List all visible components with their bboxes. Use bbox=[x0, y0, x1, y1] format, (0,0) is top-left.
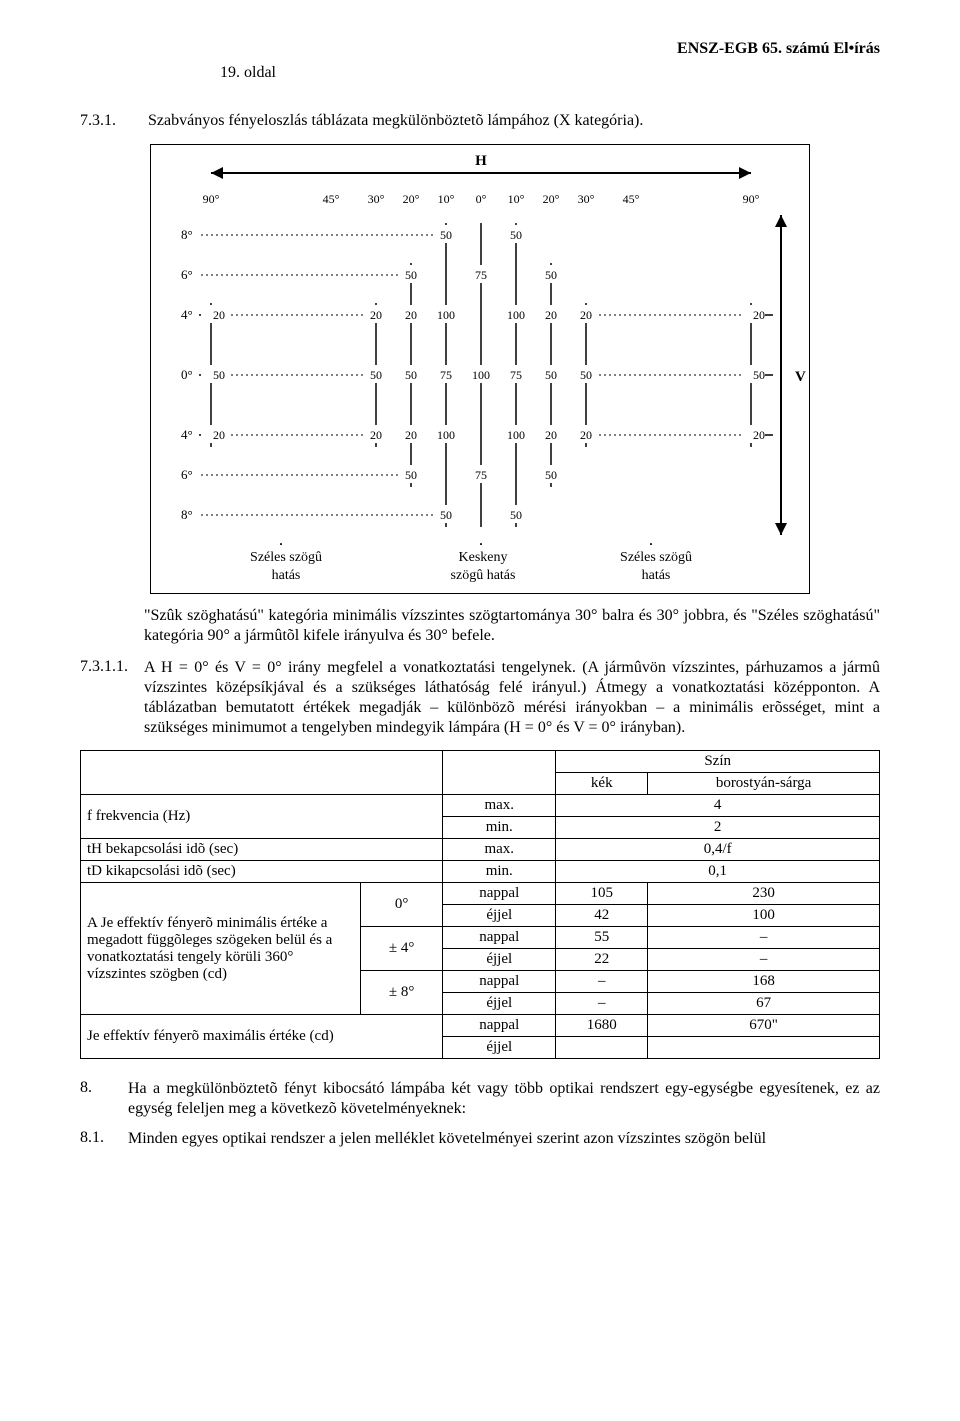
svg-text:8°: 8° bbox=[181, 227, 193, 242]
svg-text:45°: 45° bbox=[323, 192, 340, 206]
svg-text:20: 20 bbox=[580, 308, 592, 322]
svg-text:50: 50 bbox=[370, 368, 382, 382]
svg-text:100: 100 bbox=[507, 308, 525, 322]
svg-text:75: 75 bbox=[475, 468, 487, 482]
svg-text:20: 20 bbox=[213, 308, 225, 322]
svg-text:0°: 0° bbox=[181, 367, 193, 382]
svg-text:100: 100 bbox=[507, 428, 525, 442]
svg-text:0°: 0° bbox=[476, 192, 487, 206]
svg-text:hatás: hatás bbox=[642, 568, 671, 583]
svg-text:45°: 45° bbox=[623, 192, 640, 206]
page-number: 19. oldal bbox=[220, 64, 880, 82]
svg-text:20: 20 bbox=[753, 308, 765, 322]
paragraph-7-3-1-1: 7.3.1.1. A H = 0° és V = 0° irány megfel… bbox=[80, 658, 880, 738]
svg-text:20: 20 bbox=[405, 428, 417, 442]
item-8-num: 8. bbox=[80, 1079, 128, 1119]
col-color: Szín bbox=[556, 751, 880, 773]
svg-text:75: 75 bbox=[475, 268, 487, 282]
item-8-1: 8.1. Minden egyes optikai rendszer a jel… bbox=[80, 1129, 880, 1149]
paragraph-1: "Szûk szöghatású" kategória minimális ví… bbox=[144, 606, 880, 646]
item-8: 8. Ha a megkülönböztetõ fényt kibocsátó … bbox=[80, 1079, 880, 1119]
para2-text: A H = 0° és V = 0° irány megfelel a vona… bbox=[144, 658, 880, 738]
table-row: A Je effektív fényerõ minimális értéke a… bbox=[81, 883, 880, 905]
table-row: tD kikapcsolási idõ (sec) min. 0,1 bbox=[81, 861, 880, 883]
svg-text:75: 75 bbox=[510, 368, 522, 382]
svg-text:90°: 90° bbox=[203, 192, 220, 206]
svg-text:50: 50 bbox=[440, 228, 452, 242]
svg-text:90°: 90° bbox=[743, 192, 760, 206]
para2-number: 7.3.1.1. bbox=[80, 658, 144, 738]
svg-text:4°: 4° bbox=[181, 427, 193, 442]
svg-text:75: 75 bbox=[440, 368, 452, 382]
table-row: f frekvencia (Hz) max. 4 bbox=[81, 795, 880, 817]
svg-text:30°: 30° bbox=[368, 192, 385, 206]
section-number: 7.3.1. bbox=[80, 112, 144, 130]
svg-text:20: 20 bbox=[213, 428, 225, 442]
svg-text:50: 50 bbox=[440, 508, 452, 522]
h-label: H bbox=[475, 153, 487, 169]
svg-text:50: 50 bbox=[753, 368, 765, 382]
svg-text:50: 50 bbox=[545, 268, 557, 282]
svg-text:20: 20 bbox=[545, 428, 557, 442]
svg-text:20: 20 bbox=[580, 428, 592, 442]
svg-text:8°: 8° bbox=[181, 507, 193, 522]
svg-text:20: 20 bbox=[405, 308, 417, 322]
doc-title: ENSZ-EGB 65. számú El•írás bbox=[80, 40, 880, 58]
svg-text:20: 20 bbox=[545, 308, 557, 322]
svg-text:Széles szögû: Széles szögû bbox=[250, 550, 322, 565]
svg-text:20: 20 bbox=[370, 428, 382, 442]
table-row: Szín bbox=[81, 751, 880, 773]
svg-text:100: 100 bbox=[437, 428, 455, 442]
svg-text:6°: 6° bbox=[181, 467, 193, 482]
svg-text:50: 50 bbox=[405, 368, 417, 382]
table-row: Je effektív fényerõ maximális értéke (cd… bbox=[81, 1015, 880, 1037]
svg-text:20: 20 bbox=[370, 308, 382, 322]
svg-text:V: V bbox=[795, 369, 806, 385]
table-row: tH bekapcsolási idõ (sec) max. 0,4/f bbox=[81, 839, 880, 861]
svg-text:10°: 10° bbox=[438, 192, 455, 206]
svg-text:100: 100 bbox=[472, 368, 490, 382]
section-title-text: Szabványos fényeloszlás táblázata megkül… bbox=[148, 112, 878, 130]
svg-text:50: 50 bbox=[580, 368, 592, 382]
svg-text:szögû hatás: szögû hatás bbox=[451, 568, 516, 583]
section-heading: 7.3.1. Szabványos fényeloszlás táblázata… bbox=[80, 112, 880, 130]
svg-text:20°: 20° bbox=[403, 192, 420, 206]
svg-text:20°: 20° bbox=[543, 192, 560, 206]
svg-text:4°: 4° bbox=[181, 307, 193, 322]
col-amber: borostyán-sárga bbox=[648, 773, 880, 795]
svg-text:Széles szögû: Széles szögû bbox=[620, 550, 692, 565]
parameters-table: Szín kék borostyán-sárga f frekvencia (H… bbox=[80, 750, 880, 1059]
svg-text:50: 50 bbox=[510, 228, 522, 242]
figure-light-distribution: H 90° 45° 30° 20° 10° 0° 10° 20° 30° 45°… bbox=[150, 144, 810, 594]
item-8-1-text: Minden egyes optikai rendszer a jelen me… bbox=[128, 1129, 880, 1149]
svg-text:hatás: hatás bbox=[272, 568, 301, 583]
svg-text:20: 20 bbox=[753, 428, 765, 442]
svg-text:50: 50 bbox=[545, 368, 557, 382]
svg-text:30°: 30° bbox=[578, 192, 595, 206]
item-8-text: Ha a megkülönböztetõ fényt kibocsátó lám… bbox=[128, 1079, 880, 1119]
svg-text:50: 50 bbox=[545, 468, 557, 482]
svg-text:100: 100 bbox=[437, 308, 455, 322]
svg-text:50: 50 bbox=[405, 268, 417, 282]
svg-text:Keskeny: Keskeny bbox=[459, 550, 508, 565]
svg-text:50: 50 bbox=[405, 468, 417, 482]
svg-text:10°: 10° bbox=[508, 192, 525, 206]
svg-text:50: 50 bbox=[510, 508, 522, 522]
item-8-1-num: 8.1. bbox=[80, 1129, 128, 1149]
svg-text:50: 50 bbox=[213, 368, 225, 382]
svg-text:6°: 6° bbox=[181, 267, 193, 282]
col-blue: kék bbox=[556, 773, 648, 795]
